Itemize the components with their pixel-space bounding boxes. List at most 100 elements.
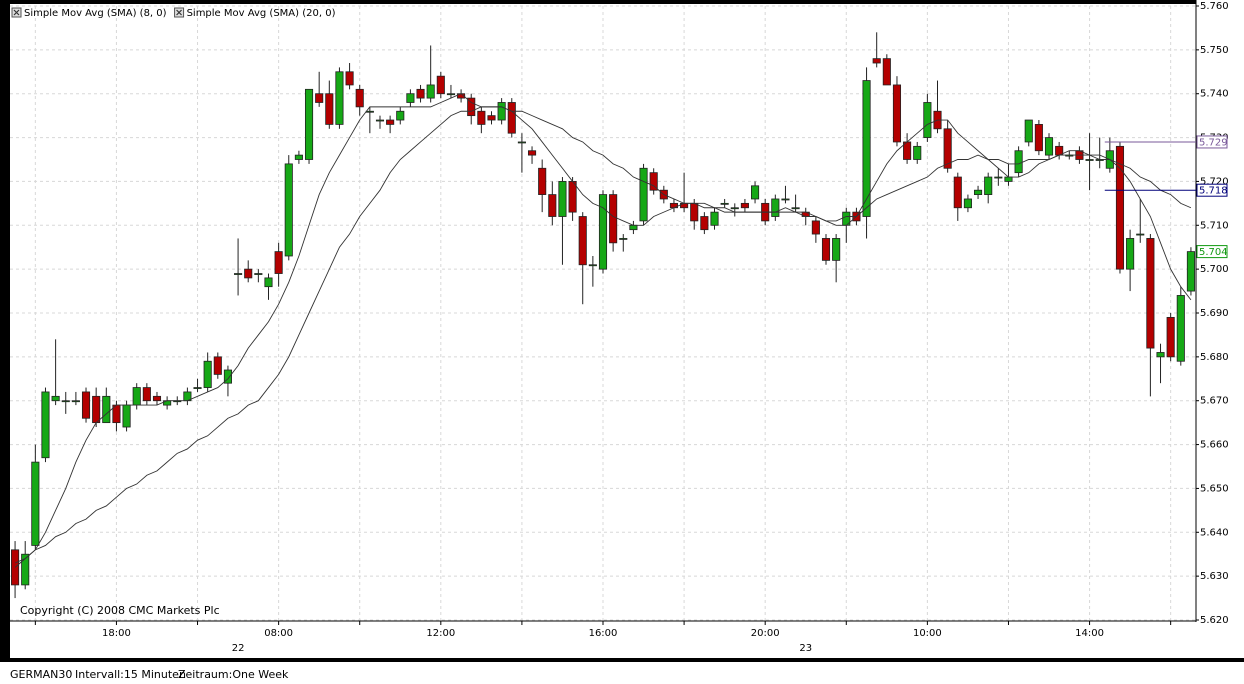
candle-body [446, 93, 455, 96]
overlay-layer: 5.620 5.630 5.640 5.650 5.660 5.670 5.680 5.690… [11, 1, 1229, 654]
candle-body [71, 400, 80, 403]
candle-body [304, 88, 314, 160]
candle-body [740, 202, 749, 209]
candle-body [1034, 124, 1043, 152]
candle-body [527, 150, 537, 156]
candle-body [619, 238, 628, 240]
candle-body [720, 202, 729, 205]
candle-body [690, 202, 699, 222]
candle-body [892, 84, 902, 143]
candle-body [345, 71, 354, 86]
footer-instrument: GERMAN30 [10, 668, 72, 681]
candle-body [568, 181, 577, 213]
candle-body [639, 167, 648, 222]
candle-body [325, 93, 334, 125]
day-label: 23 [799, 643, 812, 654]
price-tag [1196, 245, 1228, 259]
footer-area [0, 662, 1244, 684]
candle-body [1156, 352, 1165, 358]
legend-label: Simple Mov Avg (SMA) (8, 0) [24, 8, 167, 19]
y-tick-label: 5.650 [1200, 483, 1229, 494]
candle-body [811, 220, 820, 235]
candle-body [193, 387, 202, 389]
y-tick-label: 5.680 [1200, 352, 1229, 363]
candle-body [81, 391, 91, 419]
candle-body [1126, 238, 1135, 270]
x-tick-label: 20:00 [751, 628, 780, 639]
y-tick-label: 5.710 [1200, 220, 1229, 231]
y-tick-label: 5.700 [1200, 264, 1229, 275]
candle-body [1176, 295, 1185, 362]
y-tick-label: 5.620 [1200, 615, 1229, 626]
legend-icon-cross [13, 9, 20, 16]
candle-body [588, 264, 597, 267]
candle-body [203, 360, 212, 388]
candle-body [943, 128, 952, 169]
candle-body [832, 238, 841, 261]
candle-body [254, 273, 263, 275]
candle-body [578, 216, 587, 266]
candle-body [426, 84, 435, 99]
candle-body [487, 115, 496, 121]
candle-body [649, 172, 658, 191]
candle-body [872, 58, 881, 64]
x-tick-label: 08:00 [264, 628, 293, 639]
y-tick-label: 5.630 [1200, 571, 1229, 582]
candle-body [234, 273, 243, 275]
candle-body [213, 356, 222, 375]
candle-body [538, 167, 547, 195]
price-tag-label: 5.729 [1199, 137, 1228, 148]
candle-body [781, 198, 790, 201]
candle-body [223, 369, 232, 384]
candle-body [294, 154, 303, 160]
copyright: Copyright (C) 2008 CMC Markets Plc [20, 604, 220, 617]
candle-body [558, 181, 567, 217]
sma-line [14, 93, 1192, 568]
candle-body [102, 395, 111, 424]
y-tick-label: 5.740 [1200, 89, 1229, 100]
candle-body [61, 400, 70, 403]
candle-body [375, 119, 385, 122]
x-tick-label: 16:00 [589, 628, 618, 639]
x-tick-label: 18:00 [102, 628, 131, 639]
day-label: 22 [232, 643, 245, 654]
candle-body [355, 88, 364, 108]
candle-body [923, 102, 932, 138]
candle-body [1004, 176, 1013, 182]
y-tick-label: 5.660 [1200, 440, 1229, 451]
candle-body [974, 189, 983, 195]
candle-body [436, 75, 445, 95]
candle-body [315, 93, 324, 103]
candle-body [913, 145, 922, 160]
candle-body [122, 404, 131, 428]
price-tag [1196, 183, 1228, 197]
y-tick-label: 5.760 [1200, 1, 1229, 12]
candle-body [1166, 316, 1175, 358]
candle-body [51, 395, 60, 402]
candle-body [629, 224, 638, 231]
candle-body [821, 238, 831, 261]
price-tag [1196, 135, 1228, 149]
x-tick-label: 12:00 [426, 628, 455, 639]
y-tick-label: 5.640 [1200, 527, 1229, 538]
candle-body [1146, 238, 1155, 349]
candle-body [274, 251, 283, 274]
candle-body [21, 553, 30, 586]
candle-body [507, 102, 516, 134]
candle-body [700, 216, 709, 231]
candle-body [264, 277, 273, 288]
candle-body [994, 176, 1003, 179]
candle-body [467, 97, 476, 117]
legend-label: Simple Mov Avg (SMA) (20, 0) [187, 8, 336, 19]
candle-body [730, 207, 739, 210]
y-tick-label: 5.720 [1200, 176, 1229, 187]
y-tick-label: 5.750 [1200, 45, 1229, 56]
candle-body [31, 461, 40, 546]
y-tick-label: 5.690 [1200, 308, 1229, 319]
footer-range: Zeitraum:One Week [178, 668, 289, 681]
candle-body [416, 88, 425, 99]
price-tag-label: 5.704 [1199, 247, 1228, 258]
candle-body [751, 185, 760, 200]
